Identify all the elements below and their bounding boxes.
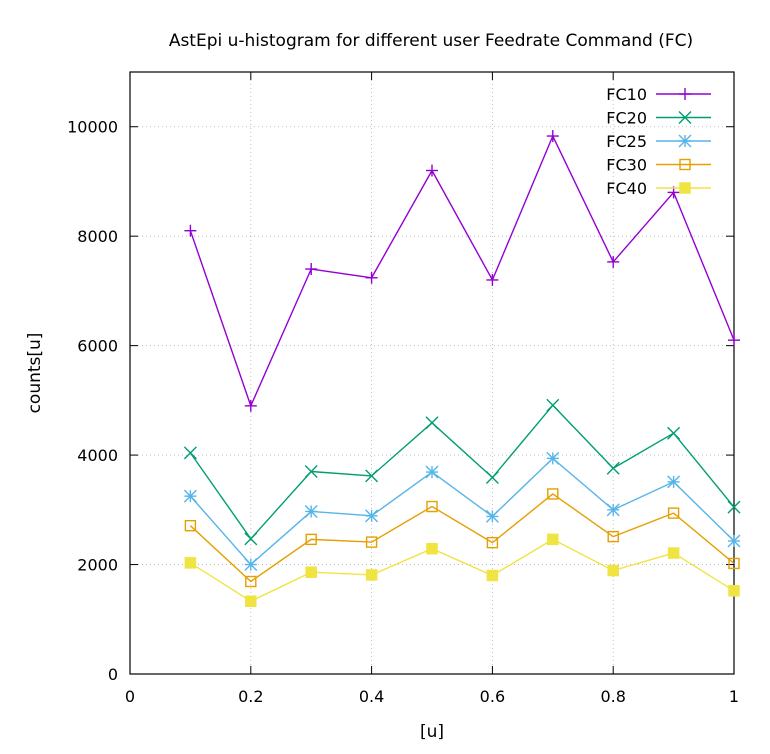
data-point	[546, 130, 559, 143]
data-point	[547, 533, 559, 546]
data-point	[244, 399, 257, 412]
y-tick-label: 4000	[77, 446, 118, 465]
data-point	[667, 547, 680, 559]
data-point	[546, 451, 560, 465]
x-tick-label: 0.4	[359, 687, 384, 706]
data-point	[365, 569, 378, 581]
y-tick-label: 8000	[77, 227, 118, 246]
data-point	[365, 536, 378, 548]
legend-marker	[678, 134, 692, 148]
data-point	[365, 469, 379, 483]
data-point	[184, 519, 197, 532]
series-line	[189, 135, 735, 407]
data-point	[485, 471, 499, 485]
series-line	[189, 404, 735, 540]
data-point	[305, 533, 317, 546]
x-tick-label: 0.6	[480, 687, 505, 706]
series-line	[190, 538, 735, 602]
data-point	[426, 500, 438, 513]
series-fc40	[184, 533, 740, 607]
y-axis-title: counts[u]	[25, 333, 45, 414]
y-tick-label: 6000	[77, 337, 118, 356]
legend-label: FC25	[606, 132, 647, 151]
data-point	[184, 224, 197, 237]
data-point	[304, 465, 318, 479]
legend-label: FC10	[606, 85, 647, 104]
data-point	[486, 536, 499, 549]
data-point	[727, 534, 741, 548]
data-point	[305, 263, 318, 276]
data-point	[607, 564, 619, 577]
series-fc20	[183, 398, 741, 546]
series-line	[189, 457, 735, 566]
x-tick-label: 0.8	[600, 687, 625, 706]
series-layer	[183, 130, 741, 607]
chart-title: AstEpi u-histogram for different user Fe…	[169, 31, 693, 51]
data-point	[304, 504, 318, 518]
legend-label: FC30	[606, 156, 647, 175]
data-point	[244, 532, 258, 546]
data-point	[667, 507, 680, 519]
data-point	[365, 509, 379, 523]
data-point	[667, 426, 681, 440]
data-point	[485, 509, 499, 523]
data-point	[607, 530, 619, 543]
y-tick-label: 10000	[67, 118, 118, 137]
plot-frame	[129, 71, 735, 675]
legend-label: FC20	[606, 109, 647, 128]
data-point	[426, 164, 438, 177]
legend-label: FC40	[606, 179, 647, 198]
data-point	[546, 398, 560, 412]
legend-marker	[679, 88, 691, 100]
data-point	[727, 500, 741, 514]
data-point	[606, 461, 620, 475]
x-tick-label: 0.2	[238, 687, 263, 706]
y-tick-label: 2000	[77, 556, 118, 575]
series-fc30	[184, 488, 740, 588]
x-tick-label: 0	[125, 687, 135, 706]
data-point	[728, 334, 740, 347]
data-point	[606, 503, 620, 517]
series-fc25	[183, 451, 741, 572]
series-fc10	[184, 130, 740, 412]
data-point	[245, 595, 257, 607]
data-point	[425, 416, 439, 430]
data-point	[728, 585, 740, 597]
x-tick-label: 1	[729, 687, 739, 706]
series-line	[189, 493, 735, 583]
data-point	[547, 488, 559, 500]
data-point	[245, 575, 257, 588]
data-point	[305, 566, 317, 578]
data-point	[183, 489, 197, 503]
data-point	[426, 542, 438, 555]
data-point	[365, 271, 378, 284]
legend-marker	[678, 111, 692, 124]
y-tick-label: 0	[108, 665, 118, 684]
data-point	[184, 557, 197, 569]
data-point	[183, 446, 197, 460]
data-point	[667, 475, 681, 489]
legend-marker	[679, 158, 691, 171]
data-point	[486, 273, 499, 286]
axis-ticks: 0 0.2 0.4 0.6 0.8 1 0 2000 4000 6000 8000 10000	[67, 72, 739, 706]
data-point	[425, 465, 439, 479]
data-point	[607, 255, 620, 268]
legend-marker	[679, 182, 691, 194]
x-axis-title: [u]	[420, 722, 444, 742]
data-point	[728, 557, 740, 570]
data-point	[244, 558, 258, 572]
data-point	[486, 569, 499, 582]
legend: FC10 FC20 FC25 FC30 FC40	[606, 85, 711, 198]
